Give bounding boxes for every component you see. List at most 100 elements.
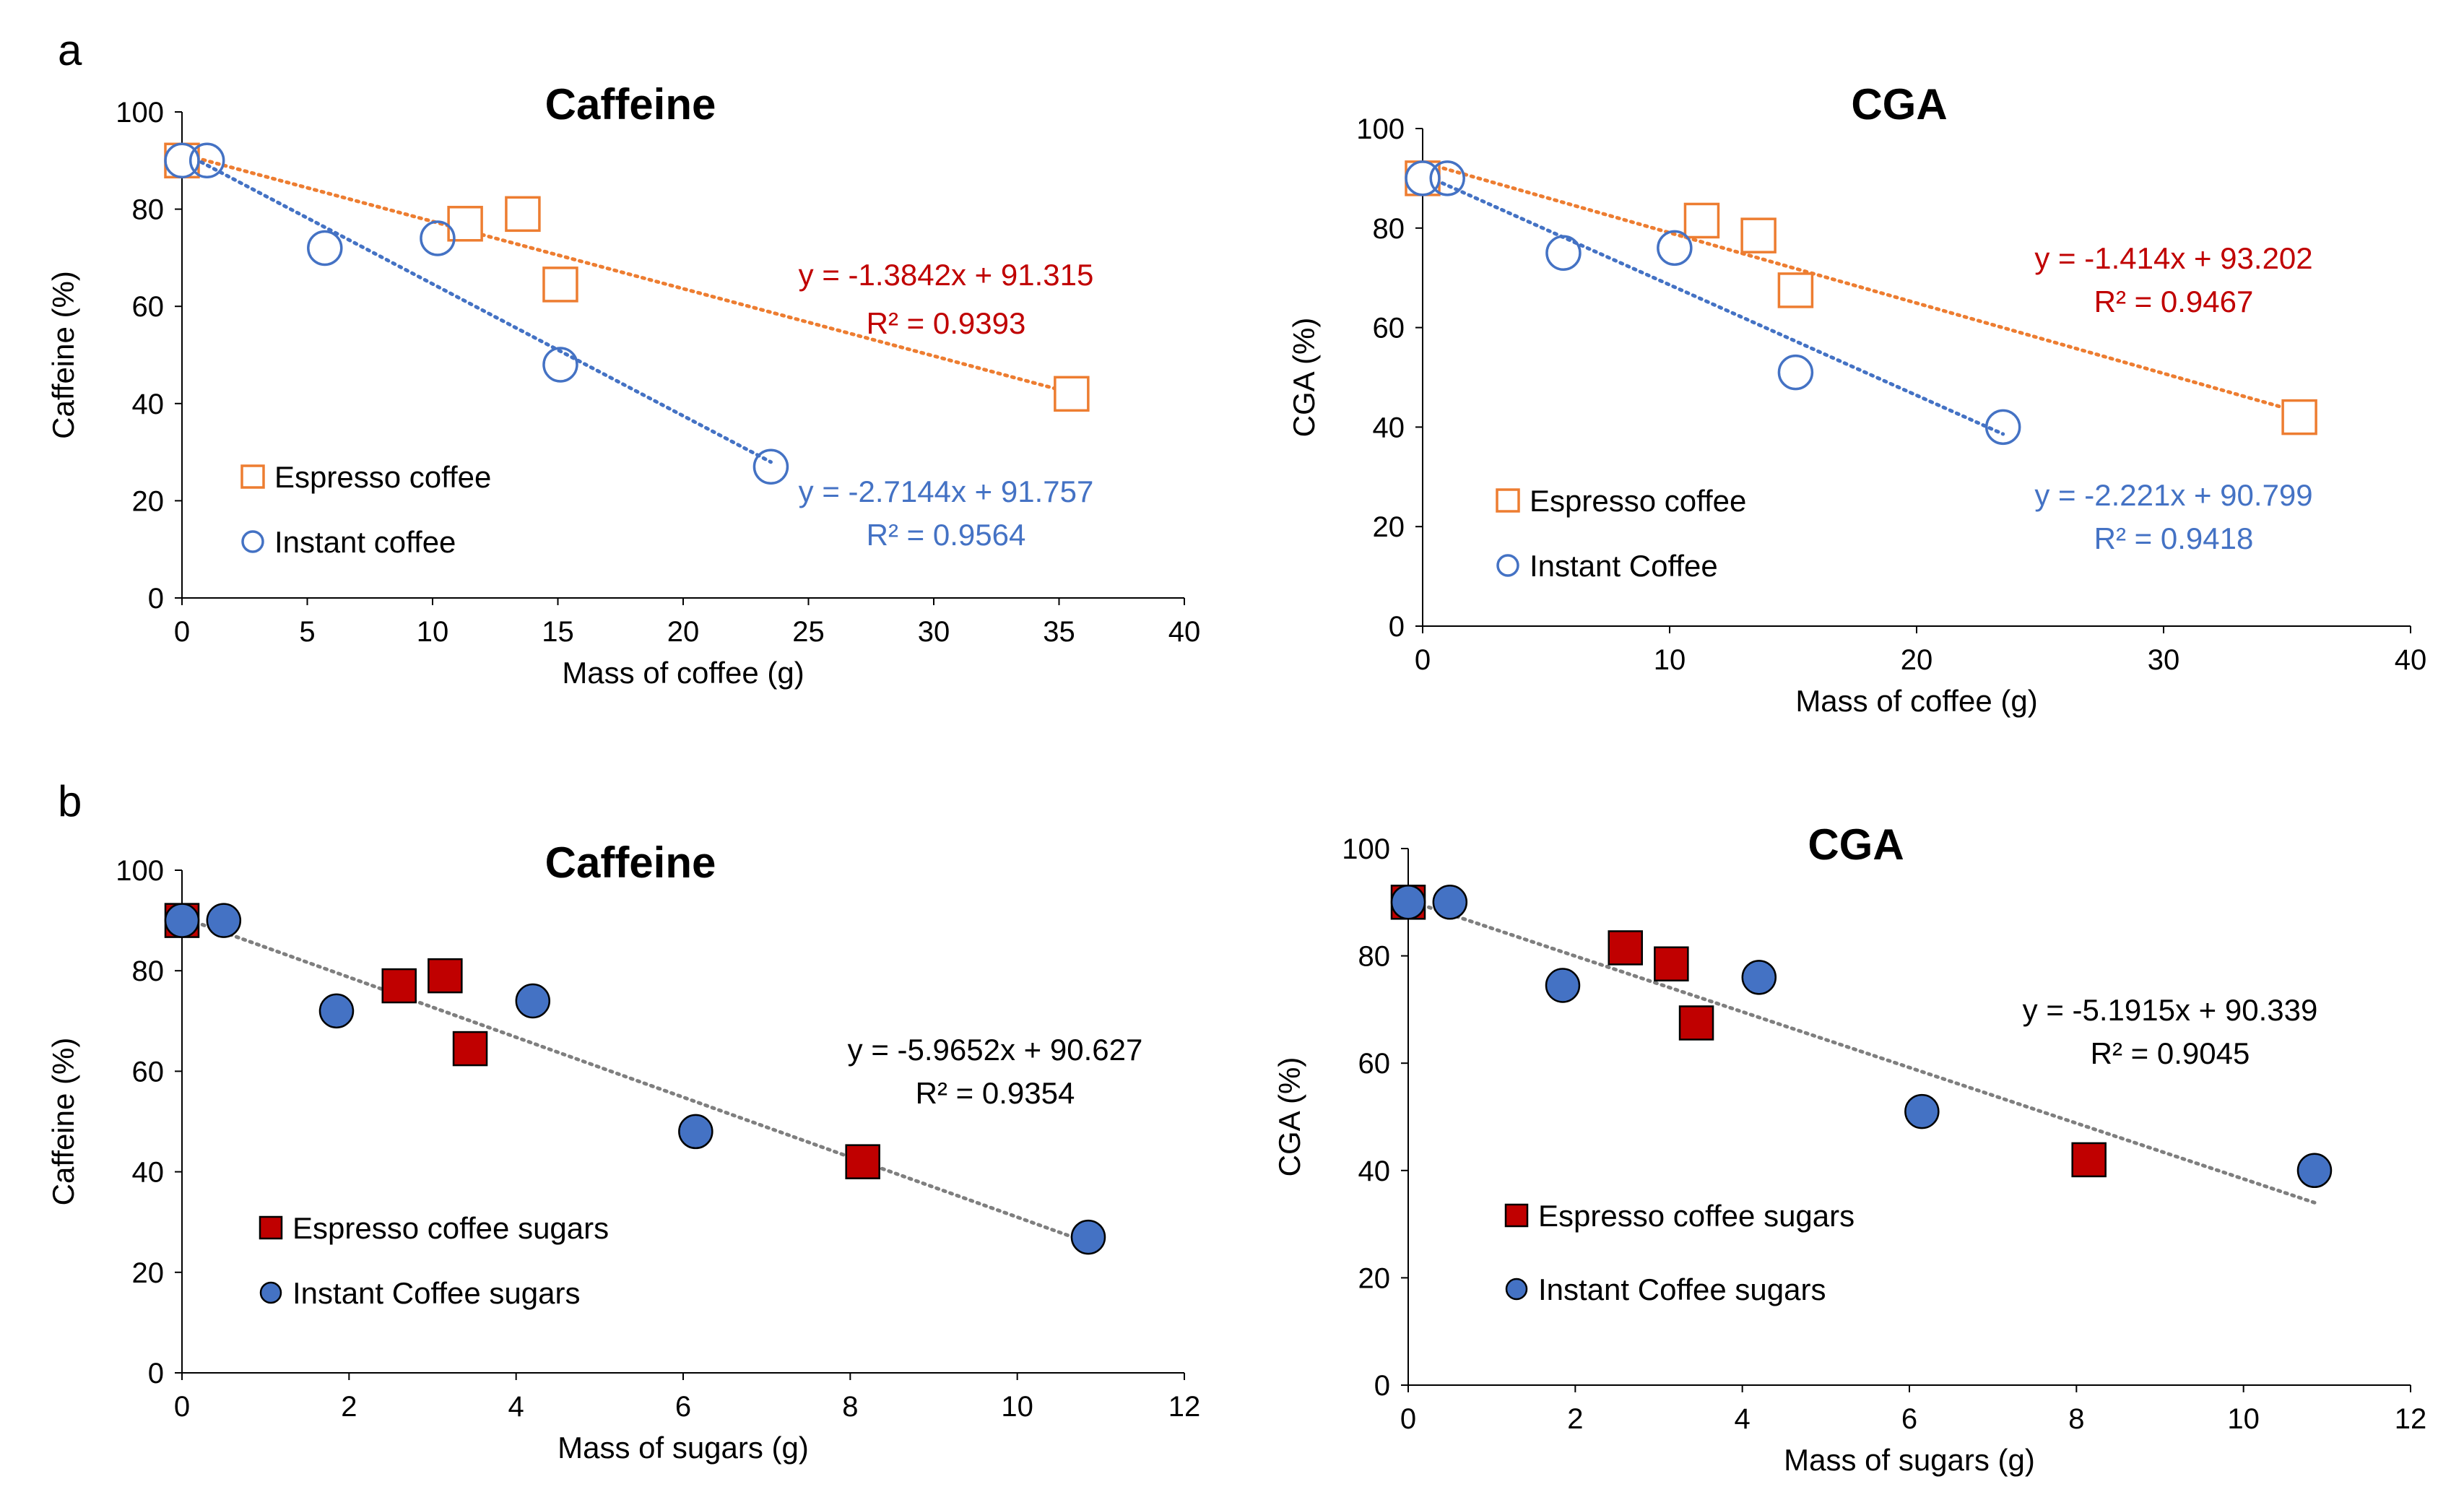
- data-point-circle: [164, 142, 200, 179]
- data-point-square: [2281, 399, 2317, 435]
- data-point-circle: [1432, 885, 1468, 920]
- x-tick-label: 40: [1168, 616, 1201, 648]
- legend-marker-square: [240, 464, 265, 489]
- data-point-circle: [188, 142, 225, 179]
- x-tick-label: 6: [1901, 1403, 1917, 1435]
- data-point-square: [381, 968, 417, 1004]
- chart-title: CGA: [1808, 820, 1904, 869]
- data-point-square: [428, 958, 463, 994]
- x-axis-label: Mass of sugars (g): [1784, 1443, 2035, 1477]
- trend-r2: R² = 0.9467: [2094, 285, 2254, 318]
- data-point-circle: [307, 230, 343, 266]
- y-tick-label: 40: [1358, 1155, 1391, 1187]
- data-point-circle: [206, 903, 242, 938]
- legend-marker-circle: [259, 1281, 282, 1304]
- trend-equation: y = -5.1915x + 90.339: [2023, 993, 2318, 1027]
- y-tick-label: 0: [148, 1358, 164, 1389]
- chart-b-cga: CGA 0 2 4 6 8 10 12 0 20 40 60 80 100 Mass of sugars (…: [1272, 820, 2426, 1477]
- x-tick-label: 0: [1400, 1403, 1416, 1435]
- legend-marker-circle: [241, 530, 264, 553]
- chart-a-cga: CGA 0 10 20 30 40 0 20 40 60 80 100 Mass of coffee (…: [1287, 80, 2426, 718]
- y-tick-label: 20: [1358, 1262, 1391, 1294]
- y-tick-label: 80: [1358, 941, 1391, 973]
- y-tick-label: 20: [132, 1257, 165, 1289]
- legend-label: Espresso coffee: [274, 460, 491, 494]
- data-point-square: [2071, 1142, 2107, 1178]
- data-point-circle: [318, 993, 355, 1029]
- legend-marker-circle: [1496, 554, 1519, 577]
- data-point-circle: [752, 448, 789, 485]
- data-point-circle: [1984, 409, 2021, 446]
- legend-label: Espresso coffee: [1530, 484, 1746, 518]
- y-tick-label: 100: [116, 97, 164, 129]
- chart-a-caffeine: Caffeine 0 5 10 15 20 25 30 35 40 0 20 40 60 80 100 Mass…: [46, 80, 1200, 690]
- y-tick-label: 80: [132, 194, 165, 226]
- data-point-square: [505, 196, 541, 233]
- x-tick-label: 6: [675, 1391, 691, 1423]
- trendline-square: [1420, 160, 2302, 415]
- data-point-circle: [542, 347, 578, 383]
- panel-label-a: a: [58, 26, 82, 74]
- y-tick-label: 0: [1389, 611, 1405, 643]
- chart-b-caffeine: Caffeine 0 2 4 6 8 10 12 0 20 40 60 80 100 Mass of sug…: [46, 838, 1200, 1465]
- x-tick-label: 8: [2068, 1403, 2084, 1435]
- legend-label: Espresso coffee sugars: [1538, 1199, 1854, 1233]
- y-tick-label: 60: [132, 1056, 165, 1088]
- y-tick-label: 100: [1356, 113, 1405, 145]
- data-point-square: [452, 1031, 488, 1067]
- y-tick-label: 100: [1342, 833, 1390, 865]
- data-point-circle: [515, 983, 551, 1019]
- legend-marker-square: [1496, 488, 1520, 513]
- y-tick-label: 80: [1373, 213, 1405, 245]
- x-axis-label: Mass of coffee (g): [1795, 684, 2037, 718]
- data-point-square: [1777, 272, 1814, 308]
- trend-r2: R² = 0.9045: [2091, 1036, 2250, 1070]
- x-tick-label: 10: [417, 616, 449, 648]
- trend-equation: y = -5.9652x + 90.627: [848, 1033, 1143, 1067]
- x-tick-label: 10: [2227, 1403, 2260, 1435]
- x-tick-label: 12: [1168, 1391, 1201, 1423]
- data-point-circle: [1777, 354, 1814, 391]
- x-tick-label: 20: [667, 616, 700, 648]
- data-point-circle: [678, 1114, 713, 1150]
- legend-label: Instant Coffee: [1530, 549, 1718, 583]
- trend-r2: R² = 0.9354: [916, 1076, 1075, 1110]
- y-tick-label: 40: [132, 1157, 165, 1189]
- data-point-circle: [1070, 1219, 1106, 1255]
- trendline-combined: [1406, 898, 2317, 1205]
- y-tick-label: 0: [148, 583, 164, 615]
- legend-marker-square: [259, 1215, 283, 1240]
- legend-label: Instant Coffee sugars: [292, 1276, 580, 1310]
- trendline-combined: [180, 915, 1090, 1245]
- data-point-circle: [1741, 960, 1777, 995]
- data-point-square: [1678, 1005, 1714, 1041]
- data-point-square: [1608, 930, 1643, 966]
- data-point-square: [1740, 217, 1777, 253]
- data-point-circle: [1545, 968, 1581, 1003]
- legend-marker-circle: [1505, 1278, 1528, 1301]
- trendline-circle: [180, 149, 773, 464]
- trend-equation: y = -1.3842x + 91.315: [799, 258, 1094, 292]
- x-axis-label: Mass of coffee (g): [562, 656, 804, 690]
- chart-title: Caffeine: [545, 838, 716, 887]
- data-point-circle: [1545, 235, 1582, 271]
- trend-equation: y = -2.7144x + 91.757: [799, 474, 1094, 508]
- x-tick-label: 10: [1654, 644, 1686, 676]
- data-point-circle: [1390, 885, 1426, 920]
- x-tick-label: 35: [1043, 616, 1075, 648]
- y-tick-label: 100: [116, 855, 164, 887]
- x-tick-label: 5: [299, 616, 315, 648]
- data-point-square: [1683, 202, 1720, 239]
- data-point-circle: [1904, 1093, 1940, 1129]
- x-tick-label: 2: [1567, 1403, 1583, 1435]
- data-point-circle: [1405, 160, 1441, 196]
- trendline-circle: [1420, 172, 2005, 436]
- x-tick-label: 15: [542, 616, 574, 648]
- trend-r2: R² = 0.9393: [867, 306, 1026, 340]
- x-tick-label: 0: [174, 616, 190, 648]
- y-axis-label: CGA (%): [1272, 1057, 1306, 1177]
- data-point-square: [1654, 946, 1689, 981]
